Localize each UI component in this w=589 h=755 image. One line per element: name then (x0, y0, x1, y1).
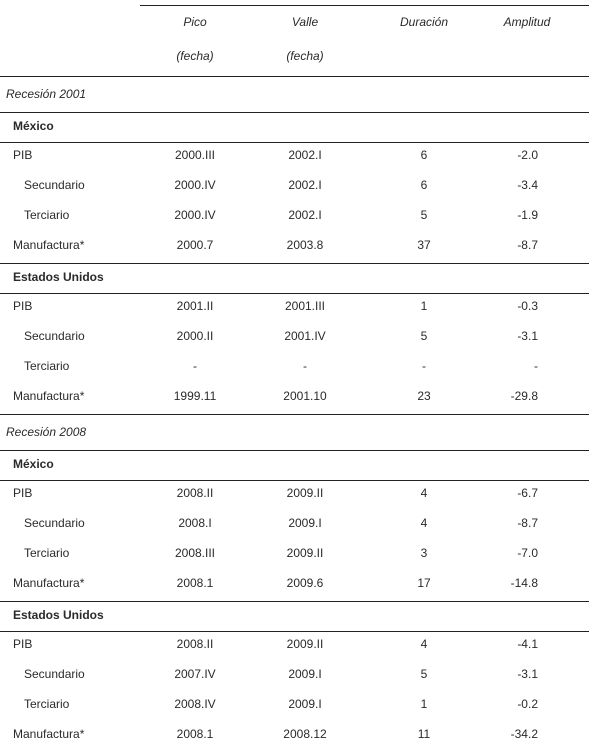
column-header: Amplitud (503, 15, 551, 29)
cell: 2007.IV (174, 667, 215, 681)
country: México (13, 119, 54, 133)
cell: -8.7 (517, 516, 538, 530)
row-label: PIB (13, 637, 32, 651)
cell: 1 (421, 697, 428, 711)
cell: 2001.III (285, 299, 325, 313)
cell: -0.3 (517, 299, 538, 313)
row-label: Manufactura* (13, 238, 85, 252)
cell: 17 (417, 576, 431, 590)
cell: 2009.I (288, 516, 321, 530)
cell: 4 (421, 486, 428, 500)
section-title: Recesión 2001 (6, 87, 86, 101)
country: Estados Unidos (13, 608, 104, 622)
column-header: Valle (292, 15, 319, 29)
cell: 37 (417, 238, 431, 252)
cell: 23 (417, 389, 431, 403)
cell: 2009.II (287, 637, 324, 651)
column-header: Pico (183, 15, 207, 29)
row-label: Secundario (24, 178, 85, 192)
cell: 1999.11 (174, 389, 217, 403)
row-label: PIB (13, 486, 32, 500)
cell: -4.1 (517, 637, 538, 651)
cell: 4 (421, 637, 428, 651)
cell: 2009.I (288, 667, 321, 681)
row-label: Manufactura* (13, 727, 85, 741)
cell: 2000.IV (174, 178, 215, 192)
row-label: Secundario (24, 329, 85, 343)
column-header: (fecha) (176, 49, 213, 63)
cell: 2008.I (178, 516, 211, 530)
cell: 2000.7 (177, 238, 214, 252)
cell: - (534, 359, 538, 373)
cell: 2008.II (177, 637, 214, 651)
cell: -29.8 (511, 389, 539, 403)
column-header: (fecha) (286, 49, 323, 63)
cell: 2001.IV (284, 329, 325, 343)
cell: 2008.IV (174, 697, 215, 711)
cell: -3.1 (517, 667, 538, 681)
row-label: Terciario (24, 359, 70, 373)
cell: 5 (421, 329, 428, 343)
section-title: Recesión 2008 (6, 425, 86, 439)
country: México (13, 457, 54, 471)
cell: 11 (418, 727, 431, 741)
cell: 6 (421, 178, 428, 192)
row-label: Manufactura* (13, 576, 85, 590)
cell: - (422, 359, 426, 373)
row-label: PIB (13, 299, 32, 313)
cell: 2008.1 (177, 727, 214, 741)
cell: 3 (421, 546, 428, 560)
cell: 2001.10 (283, 389, 327, 403)
country: Estados Unidos (13, 270, 104, 284)
row-label: Secundario (24, 667, 85, 681)
row-label: Terciario (24, 697, 70, 711)
cell: 2009.II (287, 486, 324, 500)
cell: - (303, 359, 307, 373)
cell: 2009.I (288, 697, 321, 711)
cell: 2001.II (177, 299, 214, 313)
cell: 2002.I (288, 178, 321, 192)
cell: 6 (421, 148, 428, 162)
column-header: Duración (400, 15, 448, 29)
row-label: Manufactura* (13, 389, 85, 403)
cell: 2009.6 (287, 576, 324, 590)
cell: 2003.8 (287, 238, 324, 252)
cell: 2009.II (287, 546, 324, 560)
cell: 2002.I (288, 208, 321, 222)
cell: -0.2 (517, 697, 538, 711)
cell: 5 (421, 667, 428, 681)
cell: 2008.II (177, 486, 214, 500)
cell: -3.4 (517, 178, 538, 192)
cell: 2000.II (177, 329, 214, 343)
cell: 2008.III (175, 546, 215, 560)
cell: -6.7 (517, 486, 538, 500)
cell: 2000.IV (174, 208, 215, 222)
cell: -8.7 (517, 238, 538, 252)
cell: -7.0 (517, 546, 538, 560)
cell: 4 (421, 516, 428, 530)
cell: 2000.III (175, 148, 215, 162)
row-label: Terciario (24, 208, 70, 222)
cell: -3.1 (517, 329, 538, 343)
cell: -1.9 (517, 208, 538, 222)
cell: -34.2 (511, 727, 539, 741)
cell: 2002.I (288, 148, 321, 162)
cell: -14.8 (511, 576, 539, 590)
cell: - (193, 359, 197, 373)
row-label: PIB (13, 148, 32, 162)
cell: 1 (421, 299, 428, 313)
cell: 2008.1 (177, 576, 214, 590)
row-label: Terciario (24, 546, 70, 560)
row-label: Secundario (24, 516, 85, 530)
cell: 2008.12 (283, 727, 327, 741)
cell: 5 (421, 208, 428, 222)
cell: -2.0 (517, 148, 538, 162)
